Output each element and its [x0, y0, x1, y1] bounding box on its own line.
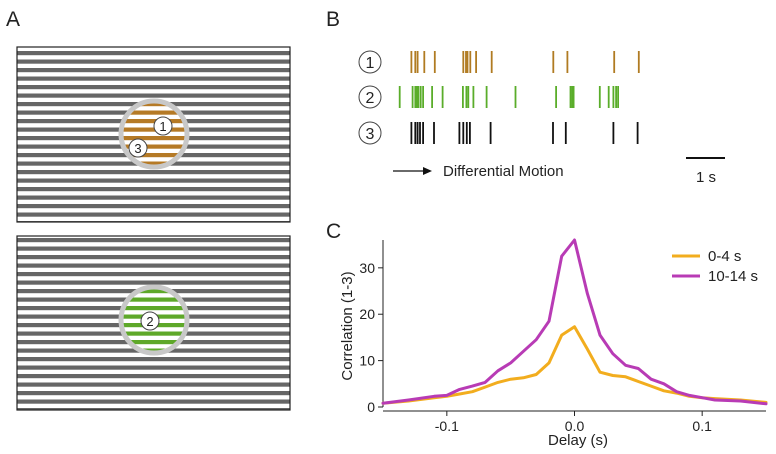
x-tick-label: -0.1: [435, 418, 459, 434]
series-line-1: [381, 238, 768, 406]
y-tick-label: 20: [359, 306, 375, 322]
raster-badge-label: 1: [366, 55, 375, 72]
y-axis-label: Correlation (1-3): [339, 271, 356, 380]
raster-row-1-badge: 1: [358, 50, 382, 74]
neuron-badge-1: 1: [153, 116, 173, 136]
motion-label: Differential Motion: [443, 163, 564, 180]
neuron-badge-3: 3: [128, 138, 148, 158]
y-tick-label: 10: [359, 353, 375, 369]
raster-badge-label: 3: [366, 126, 375, 143]
scalebar-label: 1 s: [696, 169, 716, 186]
neuron-badge-1-label: 1: [159, 119, 166, 134]
x-axis-label: Delay (s): [548, 432, 608, 449]
motion-indicator: Differential Motion: [393, 163, 564, 180]
x-tick-label: 0.1: [692, 418, 712, 434]
raster-badge-circle: [358, 50, 382, 74]
raster-group: 1 2 3: [358, 50, 640, 145]
legend-label: 10-14 s: [708, 268, 758, 285]
correlation-chart: 0 10 20 30 -0.1 0.0 0.1 Correlation (1-3) Del…: [339, 238, 768, 449]
y-ticks: 0 10 20 30: [359, 260, 383, 415]
x-tick-label: 0.0: [565, 418, 585, 434]
raster-row-2-badge: 2: [358, 85, 382, 109]
neuron-badge-2: 2: [140, 311, 160, 331]
raster-row-3-badge: 3: [358, 121, 382, 145]
y-tick-label: 0: [367, 399, 375, 415]
y-tick-label: 30: [359, 260, 375, 276]
stimulus-top: 1 3: [16, 46, 291, 223]
legend-label: 0-4 s: [708, 248, 741, 265]
raster-badge-circle: [358, 85, 382, 109]
time-scalebar: 1 s: [686, 157, 725, 186]
panel-a-letter: A: [6, 8, 20, 31]
stimulus-bottom: 2: [16, 235, 291, 411]
neuron-badge-3-label: 3: [134, 141, 141, 156]
raster-badge-label: 2: [366, 90, 375, 107]
neuron-badge-2-label: 2: [146, 314, 153, 329]
chart-legend: 0-4 s 10-14 s: [672, 248, 758, 285]
panel-c-letter: C: [326, 220, 341, 243]
panel-b-letter: B: [326, 8, 340, 31]
stimulus-top-circle: [118, 98, 190, 170]
motion-arrow-head: [423, 167, 432, 175]
series-line-0: [381, 325, 768, 405]
raster-badge-circle: [358, 121, 382, 145]
x-ticks: -0.1 0.0 0.1: [435, 411, 712, 434]
series-lines: [381, 238, 768, 406]
